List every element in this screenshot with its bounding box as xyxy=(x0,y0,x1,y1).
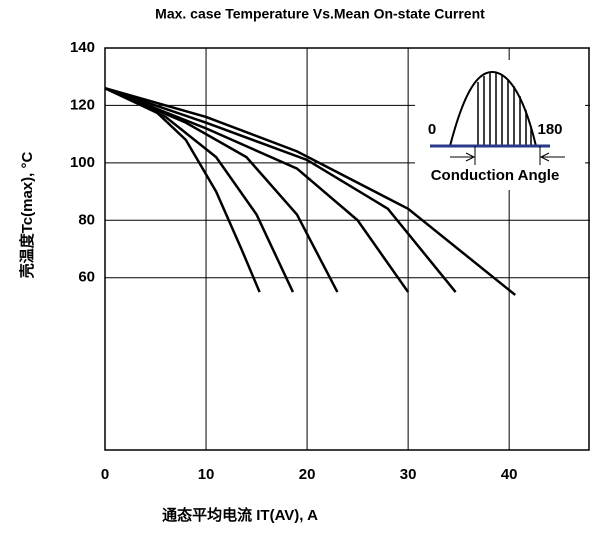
annotation: Conduction Angle xyxy=(431,167,560,184)
curve xyxy=(104,86,517,296)
curve xyxy=(104,87,457,293)
y-tick-label: 80 xyxy=(78,211,95,228)
chart-title: Max. case Temperature Vs.Mean On-state C… xyxy=(155,6,485,22)
x-tick-label: 0 xyxy=(101,466,109,483)
inset-background xyxy=(415,60,585,190)
annotation: 180 xyxy=(537,121,562,138)
x-tick-label: 10 xyxy=(198,466,215,483)
y-tick-label: 60 xyxy=(78,269,95,286)
x-tick-label: 20 xyxy=(299,466,316,483)
y-axis-label: 壳温度Tc(max), °C xyxy=(18,152,36,280)
y-tick-label: 100 xyxy=(70,154,95,171)
angle-arrows xyxy=(450,152,565,162)
annotation: 0 xyxy=(428,121,436,138)
x-axis-label: 通态平均电流 IT(AV), A xyxy=(162,506,318,524)
inset: 0 180 Conduction Angle xyxy=(415,60,585,190)
y-tick-label: 120 xyxy=(70,96,95,113)
curve xyxy=(104,87,295,293)
x-tick-label: 40 xyxy=(501,466,518,483)
x-tick-label: 30 xyxy=(400,466,417,483)
curve xyxy=(104,87,339,293)
curve xyxy=(104,87,410,293)
y-tick-label: 140 xyxy=(70,39,95,56)
hatching xyxy=(477,73,532,146)
conduction-wave xyxy=(448,70,538,147)
